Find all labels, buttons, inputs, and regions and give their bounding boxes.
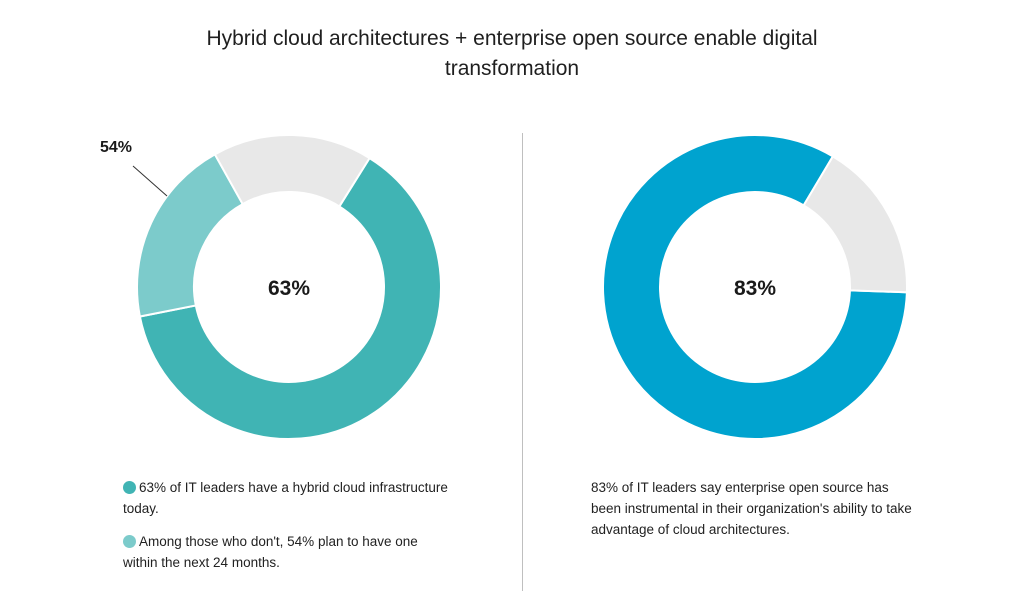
donut-slice-2: [802, 155, 908, 294]
legend-dot-light-teal: [123, 535, 136, 548]
legend-dot-dark-teal: [123, 481, 136, 494]
title-line-2: transformation: [444, 57, 580, 80]
legend-item-plan: Among those who don't, 54% plan to have …: [123, 531, 453, 573]
legend-text-hybrid-cloud: 63% of IT leaders have a hybrid cloud in…: [123, 480, 448, 516]
hybrid-cloud-donut-chart: 54% 63%: [100, 134, 442, 440]
left-legend: 63% of IT leaders have a hybrid cloud in…: [123, 477, 453, 585]
right-note: 83% of IT leaders say enterprise open so…: [591, 480, 912, 537]
title-line-1: Hybrid cloud architectures + enterprise …: [206, 27, 818, 50]
donut-center-label-63: 63%: [268, 277, 310, 300]
open-source-donut-chart: 83%: [602, 134, 908, 440]
column-divider: [522, 133, 523, 591]
annotation-label-54: 54%: [100, 139, 132, 156]
donut-slice-1: [602, 134, 908, 440]
donut-center-label-83: 83%: [734, 277, 776, 300]
page-title: Hybrid cloud architectures + enterprise …: [0, 24, 1024, 84]
legend-item-hybrid-cloud: 63% of IT leaders have a hybrid cloud in…: [123, 477, 453, 519]
donut-slice-3: [213, 134, 371, 208]
legend-text-plan: Among those who don't, 54% plan to have …: [123, 534, 418, 570]
annotation-leader-line: [132, 165, 168, 197]
donut-slice-2: [136, 152, 245, 318]
donut-slice-1: [138, 156, 442, 440]
